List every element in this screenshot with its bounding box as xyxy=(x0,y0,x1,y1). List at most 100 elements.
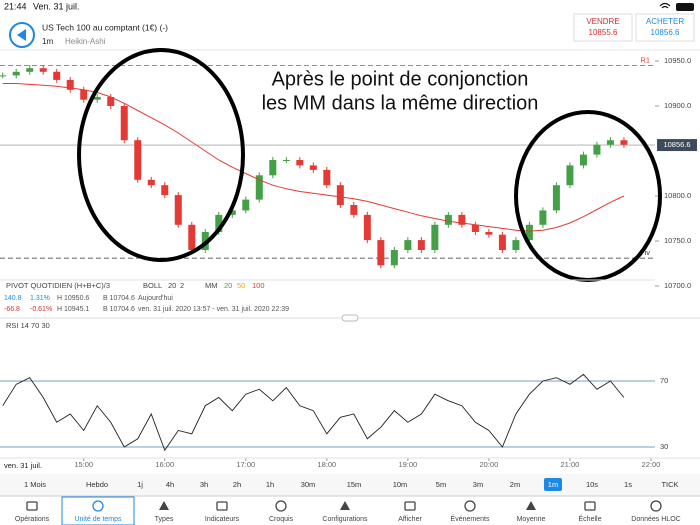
back-arrow xyxy=(17,29,26,41)
toolbar-icon xyxy=(464,500,476,512)
candle xyxy=(282,160,290,161)
stat-value: -0.61% xyxy=(30,306,52,313)
toolbar-icon xyxy=(216,501,228,511)
toolbar-icon xyxy=(340,501,350,510)
toolbar-label[interactable]: Événements xyxy=(451,514,490,523)
toolbar-label[interactable]: Échelle xyxy=(579,514,602,523)
boll-param: 2 xyxy=(180,281,184,290)
candle xyxy=(26,68,34,72)
stat-value: Aujourd'hui xyxy=(138,295,173,302)
status-time: 21:44 xyxy=(4,1,27,11)
timeframe-option[interactable]: Hebdo xyxy=(86,480,108,489)
buy-box[interactable] xyxy=(635,13,695,42)
candle xyxy=(12,71,20,76)
candle xyxy=(215,214,223,232)
timeframe-option[interactable]: 10s xyxy=(586,480,598,489)
stat-value: 140.8 xyxy=(4,295,22,302)
timeframe-option[interactable]: 30m xyxy=(301,480,316,489)
timeframe-option[interactable]: 1 Mois xyxy=(24,480,46,489)
timeframe-bar xyxy=(0,474,700,496)
timeframe-option[interactable]: 15m xyxy=(347,480,362,489)
timeframe-option[interactable]: 1h xyxy=(266,480,274,489)
timeframe-option[interactable]: 1j xyxy=(137,480,143,489)
timeframe-option[interactable]: TICK xyxy=(661,480,678,489)
boll-legend: BOLL xyxy=(143,281,162,290)
candle xyxy=(471,224,479,232)
candle xyxy=(417,240,425,250)
x-tick-label: 19:00 xyxy=(398,460,417,469)
y-tick-label: 10800.0 xyxy=(664,191,691,200)
timeframe-option[interactable]: 1m xyxy=(548,480,558,489)
candle xyxy=(134,140,142,180)
candle xyxy=(377,240,385,266)
toolbar-label[interactable]: Configurations xyxy=(322,516,368,523)
stat-value: B 10704.6 xyxy=(103,306,135,313)
annotation: Après le point de conjonction xyxy=(272,68,529,90)
toolbar-icon xyxy=(526,501,536,510)
toolbar: Opérations Unité de temps Types Indicateurs… xyxy=(15,496,681,525)
status-date: Ven. 31 juil. xyxy=(33,1,80,11)
candle xyxy=(66,79,74,90)
candle xyxy=(53,71,61,80)
y-tick-label: 10900.0 xyxy=(664,101,691,110)
buy-label: ACHETER xyxy=(646,17,684,26)
candle xyxy=(228,210,236,215)
toolbar-label[interactable]: Indicateurs xyxy=(205,516,240,523)
candle xyxy=(458,214,466,225)
resize-handle[interactable] xyxy=(341,314,359,322)
mm-param: 20 xyxy=(224,281,232,290)
toolbar-label[interactable]: Croquis xyxy=(269,516,294,523)
buy-price: 10856.6 xyxy=(651,28,680,37)
timeframe-option[interactable]: 1s xyxy=(624,480,632,489)
timeframe-option[interactable]: 3h xyxy=(200,480,208,489)
candle xyxy=(444,214,452,225)
rsi-chart: RSI 14 70 30 30 70 15:00 16:00 17:00 18:00 19:0… xyxy=(0,321,668,470)
instrument-name[interactable]: US Tech 100 au comptant (1€) (-) xyxy=(42,22,168,32)
y-tick-label: 70 xyxy=(660,376,668,385)
toolbar-label[interactable]: Opérations xyxy=(15,516,50,523)
back-button[interactable] xyxy=(9,22,35,48)
toolbar-icon xyxy=(26,501,38,511)
mm-legend: MM xyxy=(205,281,218,290)
toolbar-selected xyxy=(61,496,135,525)
candle xyxy=(147,179,155,186)
wifi-icon xyxy=(659,2,671,9)
toolbar-label[interactable]: Données HLOC xyxy=(631,516,680,523)
timeframe-option[interactable]: 10m xyxy=(393,480,408,489)
sell-box[interactable] xyxy=(573,13,633,42)
candle xyxy=(242,199,250,211)
candle xyxy=(593,144,601,155)
timeframe-option[interactable]: 3m xyxy=(473,480,483,489)
reference-label: R1 xyxy=(640,55,650,64)
toolbar-label[interactable]: Moyenne xyxy=(517,516,546,523)
candle xyxy=(0,75,7,77)
timeframe-option[interactable]: 2h xyxy=(233,480,241,489)
candle xyxy=(161,185,169,196)
candle xyxy=(336,185,344,205)
timeframe-option[interactable]: 4h xyxy=(166,480,174,489)
candle xyxy=(39,68,47,72)
boll-param: 20 xyxy=(168,281,176,290)
y-tick-label: 10700.0 xyxy=(664,281,691,290)
timeframe-option[interactable]: 2m xyxy=(510,480,520,489)
timeframe-selected xyxy=(544,478,562,491)
candle xyxy=(309,165,317,170)
stat-value: H 10950.6 xyxy=(57,295,89,302)
candle xyxy=(566,165,574,186)
current-price-label: 10856.6 xyxy=(663,140,690,149)
toolbar-label[interactable]: Afficher xyxy=(398,516,422,523)
candle xyxy=(255,175,263,200)
sell-label: VENDRE xyxy=(586,17,619,26)
timeframes: 1 Mois Hebdo 1j 4h 3h 2h 1h 30m 15m 10m 5m 3m 2m 1m 10… xyxy=(24,478,679,491)
toolbar-label[interactable]: Types xyxy=(155,516,174,523)
x-tick-label: 18:00 xyxy=(317,460,336,469)
timeframe-option[interactable]: 5m xyxy=(436,480,446,489)
toolbar-label[interactable]: Unité de temps xyxy=(74,516,122,523)
stat-value: B 10704.6 xyxy=(103,295,135,302)
toolbar-icon xyxy=(404,501,416,511)
x-tick-label: 16:00 xyxy=(155,460,174,469)
pivot-legend: PIVOT QUOTIDIEN (H+B+C)/3 xyxy=(6,281,110,290)
x-tick-label: 15:00 xyxy=(74,460,93,469)
